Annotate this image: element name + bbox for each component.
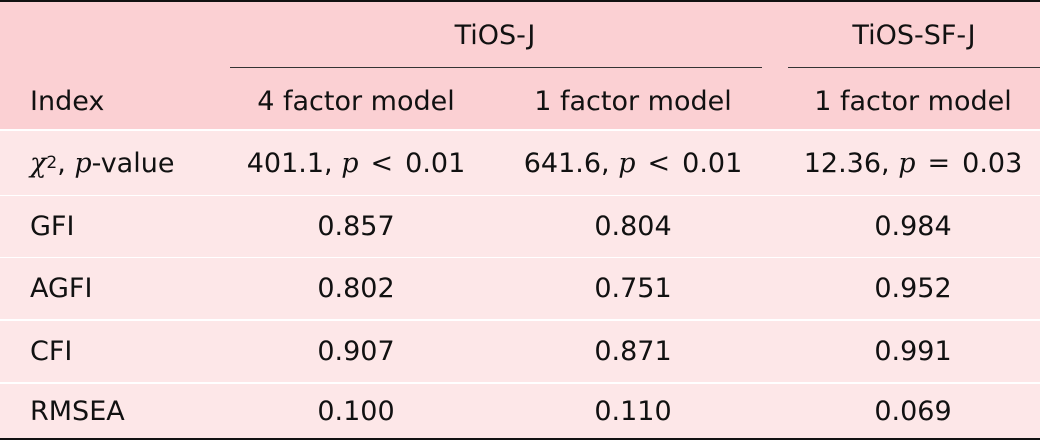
table-cell: 0.907 — [317, 336, 395, 367]
table-cell: 0.984 — [874, 211, 952, 242]
table-cell: 0.751 — [594, 273, 672, 304]
table-cell: 0.069 — [874, 395, 952, 427]
group-header-tios-j: TiOS-J — [454, 19, 536, 51]
group-rule-tios-sf-j — [788, 67, 1040, 68]
chi-square-cell: 12.36, p = 0.03 — [803, 147, 1023, 179]
table-row-gfi: GFI 0.857 0.804 0.984 — [0, 195, 1040, 257]
column-header-index: Index — [30, 85, 105, 117]
table-top-rule — [0, 0, 1040, 2]
row-label: RMSEA — [30, 395, 125, 427]
table-cell: 0.857 — [317, 211, 395, 242]
table-cell: 0.802 — [317, 273, 395, 304]
group-header-tios-sf-j: TiOS-SF-J — [852, 19, 976, 51]
row-label: GFI — [30, 211, 75, 242]
table-row-cfi: CFI 0.907 0.871 0.991 — [0, 320, 1040, 382]
table-cell: 0.804 — [594, 211, 672, 242]
column-header-tios-j-1factor: 1 factor model — [534, 85, 732, 117]
table-cell: 0.991 — [874, 336, 952, 367]
table-cell: 0.100 — [317, 395, 395, 427]
column-header-tios-sf-j-1factor: 1 factor model — [814, 85, 1012, 117]
table-row-rmsea: RMSEA 0.100 0.110 0.069 — [0, 383, 1040, 438]
table-cell: 0.110 — [594, 395, 672, 427]
table-row-agfi: AGFI 0.802 0.751 0.952 — [0, 257, 1040, 319]
group-rule-tios-j — [230, 67, 762, 68]
row-label: CFI — [30, 336, 73, 367]
chi-square-cell: 401.1, p <0.01 — [246, 147, 466, 179]
table-cell: 0.952 — [874, 273, 952, 304]
table-cell: 0.871 — [594, 336, 672, 367]
column-header-tios-j-4factor: 4 factor model — [257, 85, 455, 117]
chi-square-cell: 641.6, p <0.01 — [523, 147, 743, 179]
table-bottom-rule — [0, 438, 1040, 440]
table-header: TiOS-J TiOS-SF-J Index 4 factor model 1 … — [0, 2, 1040, 129]
row-label: AGFI — [30, 273, 93, 304]
